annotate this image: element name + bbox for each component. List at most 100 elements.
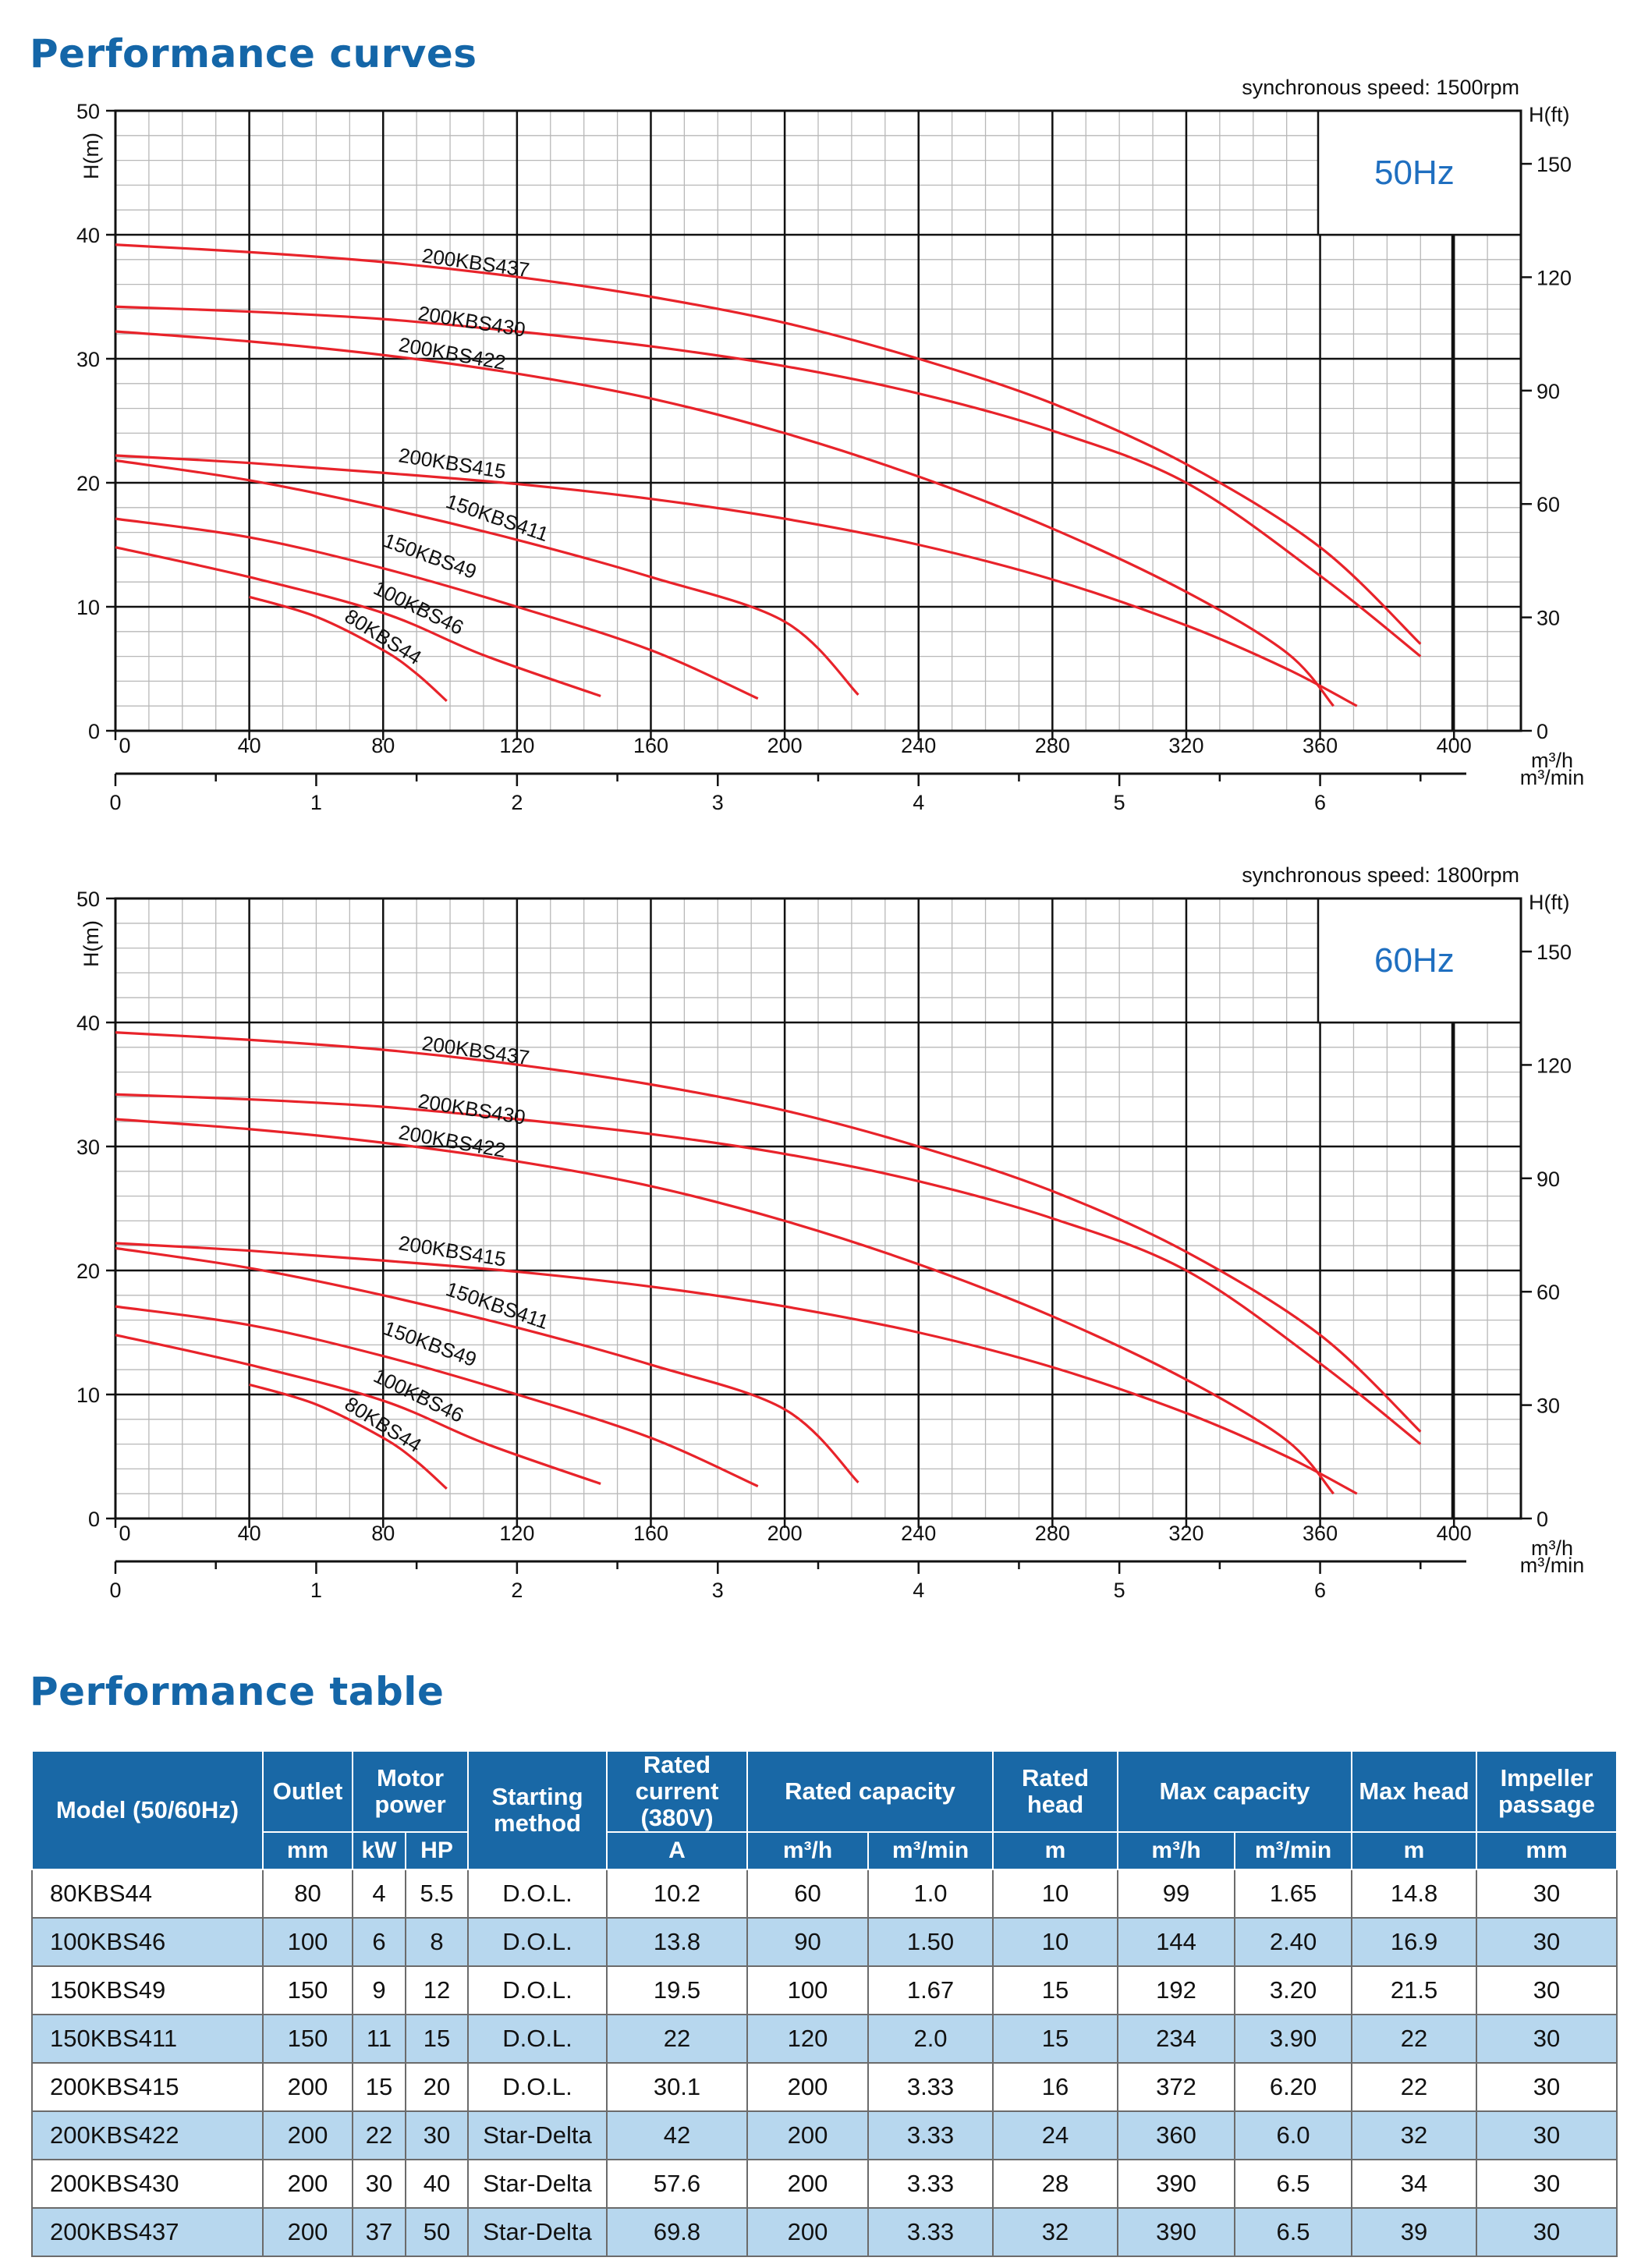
table-cell: 40 xyxy=(405,2159,469,2209)
table-cell: 16 xyxy=(992,2062,1119,2112)
secondary-tick-label: 4 xyxy=(913,1579,924,1602)
y-axis-label: H(m) xyxy=(80,133,103,179)
curve-200KBS422 xyxy=(115,330,1334,707)
performance-table: Model (50/60Hz) Outlet Motor power Start… xyxy=(31,1750,1618,2257)
table-cell: 30 xyxy=(1476,2110,1618,2160)
table-cell: 69.8 xyxy=(606,2207,748,2257)
table-cell-model: 100KBS46 xyxy=(31,1917,264,1967)
table-cell: 22 xyxy=(1351,2014,1478,2064)
table-cell: 57.6 xyxy=(606,2159,748,2209)
right-tick-label: 0 xyxy=(1537,720,1548,743)
right-axis-label: H(ft) xyxy=(1529,891,1569,914)
right-tick-label: 150 xyxy=(1537,941,1572,964)
y-tick-label: 40 xyxy=(76,224,100,247)
table-cell: 3.20 xyxy=(1234,1965,1353,2015)
table-cell: 200 xyxy=(746,2207,869,2257)
table-cell: 3.33 xyxy=(867,2207,994,2257)
curve-label: 150KBS411 xyxy=(443,1277,551,1334)
table-cell: 6 xyxy=(352,1917,406,1967)
table-cell: 15 xyxy=(352,2062,406,2112)
secondary-tick-label: 3 xyxy=(712,791,724,814)
table-cell-model: 150KBS49 xyxy=(31,1965,264,2015)
frequency-label: 50Hz xyxy=(1374,154,1455,192)
x-tick-label: 160 xyxy=(633,1522,668,1545)
secondary-tick-label: 2 xyxy=(511,791,523,814)
y-tick-label: 20 xyxy=(76,472,100,495)
table-row: 200KBS422 200 22 30 Star-Delta 42 200 3.33 24 360… xyxy=(31,2110,1618,2160)
y-tick-label: 0 xyxy=(88,1508,100,1531)
table-cell: 10 xyxy=(992,1869,1119,1919)
table-cell: 1.67 xyxy=(867,1965,994,2015)
table-cell: 4 xyxy=(352,1869,406,1919)
curve-200KBS430 xyxy=(115,305,1422,657)
frequency-label: 60Hz xyxy=(1374,941,1455,980)
header-rated-head: Rated head xyxy=(992,1750,1119,1833)
table-cell: D.O.L. xyxy=(467,1917,608,1967)
table-row: 150KBS49 150 9 12 D.O.L. 19.5 100 1.67 15 192 3.20… xyxy=(31,1965,1618,2015)
table-cell: 120 xyxy=(746,2014,869,2064)
x-tick-label: 0 xyxy=(119,734,130,757)
table-cell: 100 xyxy=(746,1965,869,2015)
unit-max-head: m xyxy=(1351,1831,1478,1870)
table-cell: 200 xyxy=(262,2159,353,2209)
y-tick-label: 30 xyxy=(76,348,100,371)
y-tick-label: 20 xyxy=(76,1260,100,1283)
curve-200KBS415 xyxy=(115,1242,1358,1495)
table-cell: 390 xyxy=(1117,2207,1236,2257)
secondary-tick-label: 1 xyxy=(310,1579,322,1602)
table-cell: 372 xyxy=(1117,2062,1236,2112)
performance-table-heading: Performance table xyxy=(30,1669,445,1714)
table-cell: 30.1 xyxy=(606,2062,748,2112)
table-cell: Star-Delta xyxy=(467,2207,608,2257)
table-cell: 19.5 xyxy=(606,1965,748,2015)
table-cell: 32 xyxy=(992,2207,1119,2257)
table-cell: 24 xyxy=(992,2110,1119,2160)
unit-rated-head: m xyxy=(992,1831,1119,1870)
table-cell: 30 xyxy=(1476,2207,1618,2257)
table-cell: 37 xyxy=(352,2207,406,2257)
table-cell: 28 xyxy=(992,2159,1119,2209)
table-cell: 30 xyxy=(1476,2014,1618,2064)
table-cell: 360 xyxy=(1117,2110,1236,2160)
table-cell: 192 xyxy=(1117,1965,1236,2015)
table-cell: Star-Delta xyxy=(467,2159,608,2209)
table-cell: 6.0 xyxy=(1234,2110,1353,2160)
secondary-tick-label: 5 xyxy=(1114,791,1125,814)
table-cell: 10 xyxy=(992,1917,1119,1967)
y-tick-label: 0 xyxy=(88,720,100,743)
curve-150KBS49 xyxy=(115,1305,759,1488)
curve-150KBS411 xyxy=(115,1246,860,1484)
table-cell: 200 xyxy=(746,2110,869,2160)
y-tick-label: 10 xyxy=(76,596,100,619)
table-cell: 1.0 xyxy=(867,1869,994,1919)
secondary-tick-label: 4 xyxy=(913,791,924,814)
x-tick-label: 120 xyxy=(499,734,534,757)
frequency-box xyxy=(1317,109,1522,236)
curve-200KBS437 xyxy=(115,1031,1422,1433)
table-cell: 3.33 xyxy=(867,2110,994,2160)
right-tick-label: 60 xyxy=(1537,1281,1560,1304)
x-tick-label: 200 xyxy=(767,734,803,757)
header-rated-current: Rated current (380V) xyxy=(606,1750,748,1833)
table-row: 100KBS46 100 6 8 D.O.L. 13.8 90 1.50 10 144 2.40 16… xyxy=(31,1917,1618,1967)
curve-80KBS44 xyxy=(249,595,448,703)
unit-max-m3h: m³/h xyxy=(1117,1831,1236,1870)
table-cell: 200 xyxy=(262,2110,353,2160)
table-cell: 8 xyxy=(405,1917,469,1967)
table-cell: 3.33 xyxy=(867,2159,994,2209)
secondary-tick-label: 2 xyxy=(511,1579,523,1602)
speed-note: synchronous speed: 1800rpm xyxy=(1242,863,1519,887)
x-tick-label: 40 xyxy=(238,734,261,757)
right-axis-label: H(ft) xyxy=(1529,103,1569,126)
table-cell-model: 80KBS44 xyxy=(31,1869,264,1919)
right-tick-label: 90 xyxy=(1537,1168,1560,1191)
y-tick-label: 10 xyxy=(76,1384,100,1407)
frequency-box xyxy=(1317,897,1522,1024)
table-cell: 15 xyxy=(992,2014,1119,2064)
table-cell: D.O.L. xyxy=(467,2062,608,2112)
right-tick-label: 30 xyxy=(1537,607,1560,630)
table-cell: 2.40 xyxy=(1234,1917,1353,1967)
unit-outlet: mm xyxy=(262,1831,353,1870)
table-cell: 13.8 xyxy=(606,1917,748,1967)
table-cell: D.O.L. xyxy=(467,2014,608,2064)
